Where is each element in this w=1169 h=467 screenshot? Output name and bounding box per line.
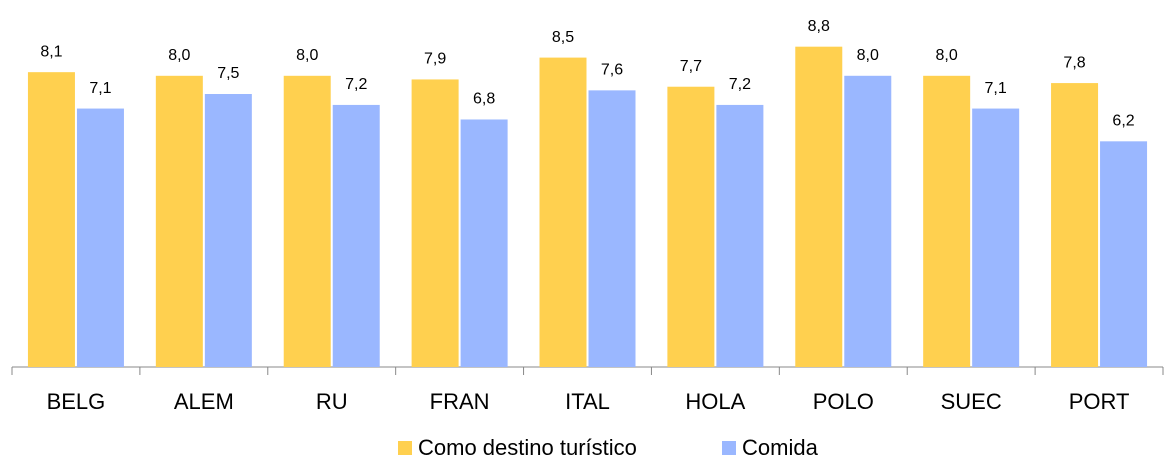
value-label: 8,0: [857, 47, 879, 64]
bar: [588, 90, 636, 368]
legend-label: Comida: [742, 435, 819, 460]
x-tick-label: ALEM: [174, 389, 234, 414]
bar: [667, 86, 715, 367]
bar: [204, 94, 252, 367]
value-label: 6,8: [473, 91, 495, 108]
value-label: 7,6: [601, 62, 623, 79]
x-tick-label: HOLA: [685, 389, 745, 414]
bar: [1100, 141, 1148, 367]
bar: [923, 75, 971, 368]
x-tick-label: RU: [316, 389, 348, 414]
bar: [283, 75, 331, 368]
value-label: 8,0: [296, 47, 318, 64]
legend-swatch: [722, 441, 736, 455]
bar: [795, 46, 843, 368]
bar: [27, 72, 75, 367]
value-label: 6,2: [1112, 113, 1134, 130]
bar: [539, 57, 587, 367]
bar: [332, 104, 380, 368]
legend-swatch: [398, 441, 412, 455]
x-tick-label: FRAN: [430, 389, 490, 414]
bar: [460, 119, 508, 367]
value-label: 7,2: [729, 76, 751, 93]
value-label: 7,8: [1063, 54, 1085, 71]
bar: [844, 75, 892, 368]
x-tick-label: PORT: [1069, 389, 1130, 414]
value-label: 7,7: [680, 58, 702, 75]
bar: [76, 108, 124, 367]
x-tick-label: ITAL: [565, 389, 610, 414]
value-label: 8,5: [552, 29, 574, 46]
value-label: 7,9: [424, 51, 446, 68]
value-label: 7,2: [345, 76, 367, 93]
value-label: 8,0: [168, 47, 190, 64]
bar: [716, 104, 764, 368]
x-tick-label: POLO: [813, 389, 874, 414]
bar: [411, 79, 459, 367]
value-label: 7,1: [985, 80, 1007, 97]
value-label: 7,5: [217, 65, 239, 82]
value-label: 8,8: [808, 18, 830, 35]
bar: [972, 108, 1020, 367]
bar: [155, 75, 203, 368]
value-label: 7,1: [89, 80, 111, 97]
x-tick-label: SUEC: [941, 389, 1002, 414]
x-tick-label: BELG: [47, 389, 106, 414]
value-label: 8,0: [936, 47, 958, 64]
bar: [1051, 83, 1099, 367]
value-label: 8,1: [40, 43, 62, 60]
legend-label: Como destino turístico: [418, 435, 637, 460]
